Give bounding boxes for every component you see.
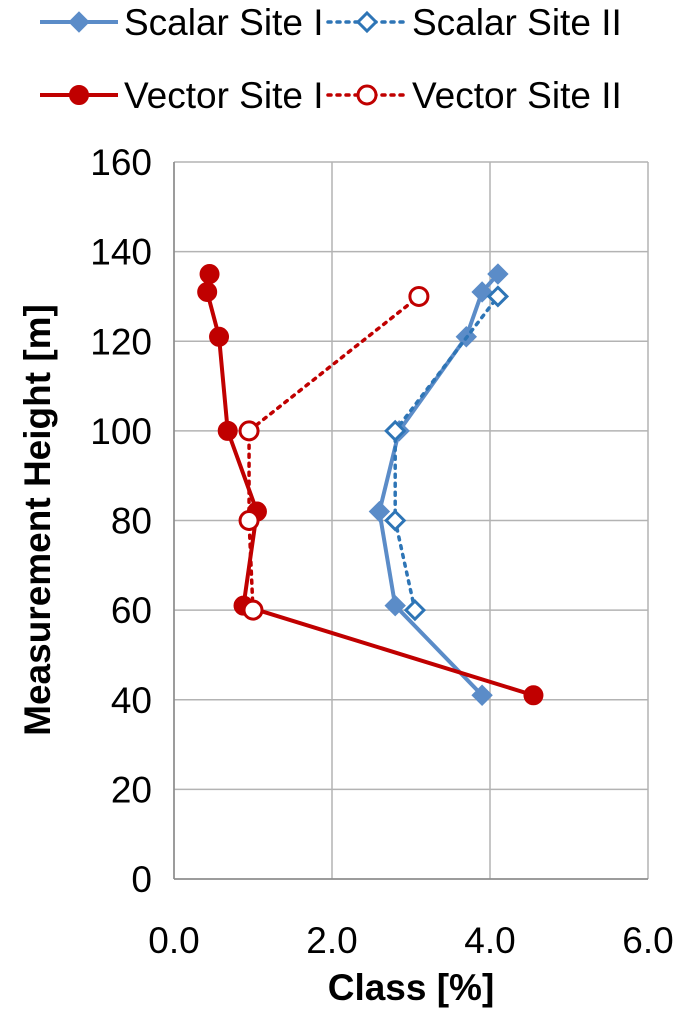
legend-item-vector-site-ii: Vector Site II	[326, 75, 622, 116]
series-layer	[197, 263, 544, 706]
x-tick-label: 6.0	[622, 920, 673, 961]
y-tick-label: 120	[90, 321, 152, 362]
data-point	[486, 285, 510, 308]
x-tick-labels: 0.0 2.0 4.0 6.0	[148, 920, 673, 961]
legend-label: Vector Site II	[412, 75, 622, 116]
series-line	[205, 273, 535, 698]
axes	[173, 162, 648, 880]
series-line	[377, 272, 500, 697]
data-point	[408, 285, 430, 307]
legend-label: Scalar Site II	[412, 2, 622, 43]
y-tick-label: 100	[90, 411, 152, 452]
legend-marker	[69, 85, 89, 105]
y-tick-label: 40	[111, 680, 152, 721]
data-point	[403, 599, 427, 622]
data-point	[384, 419, 407, 442]
data-point	[384, 594, 406, 617]
data-point	[471, 281, 493, 303]
data-point	[238, 420, 260, 442]
legend-marker	[68, 11, 90, 33]
data-point	[209, 326, 230, 347]
legend-label: Scalar Site I	[124, 2, 323, 43]
series-scalar-site-ii	[384, 285, 510, 622]
data-point	[487, 263, 509, 285]
x-tick-label: 4.0	[464, 920, 515, 961]
data-point	[238, 510, 260, 531]
y-tick-label: 20	[111, 769, 152, 810]
legend-label: Vector Site I	[124, 75, 324, 116]
x-tick-label: 0.0	[148, 920, 199, 961]
legend-marker	[355, 10, 379, 34]
series-scalar-site-i	[368, 263, 509, 706]
y-tick-label: 160	[90, 142, 152, 183]
x-tick-label: 2.0	[306, 920, 357, 961]
data-point	[384, 509, 407, 532]
legend-marker	[356, 84, 378, 106]
data-point	[368, 500, 391, 523]
series-line	[393, 294, 500, 612]
data-point	[471, 684, 493, 706]
data-point	[242, 599, 264, 621]
y-tick-label: 0	[131, 859, 152, 900]
series-line	[247, 294, 421, 612]
data-point	[217, 420, 238, 441]
y-tick-label: 140	[90, 232, 152, 273]
y-tick-label: 60	[111, 590, 152, 631]
data-point	[199, 264, 220, 285]
legend-item-vector-site-i: Vector Site I	[40, 75, 324, 116]
x-axis-title: Class [%]	[328, 967, 495, 1008]
data-point	[197, 281, 218, 302]
y-axis-title: Measurement Height [m]	[17, 304, 58, 736]
legend-item-scalar-site-ii: Scalar Site II	[326, 2, 622, 43]
legend: Scalar Site I Scalar Site II Vector Site I…	[40, 2, 622, 116]
series-vector-site-ii	[238, 285, 430, 621]
data-point	[523, 685, 544, 706]
y-tick-labels: 0 20 40 60 80 100 120 140 160	[90, 142, 152, 900]
legend-item-scalar-site-i: Scalar Site I	[40, 2, 323, 43]
y-tick-label: 80	[111, 501, 152, 542]
